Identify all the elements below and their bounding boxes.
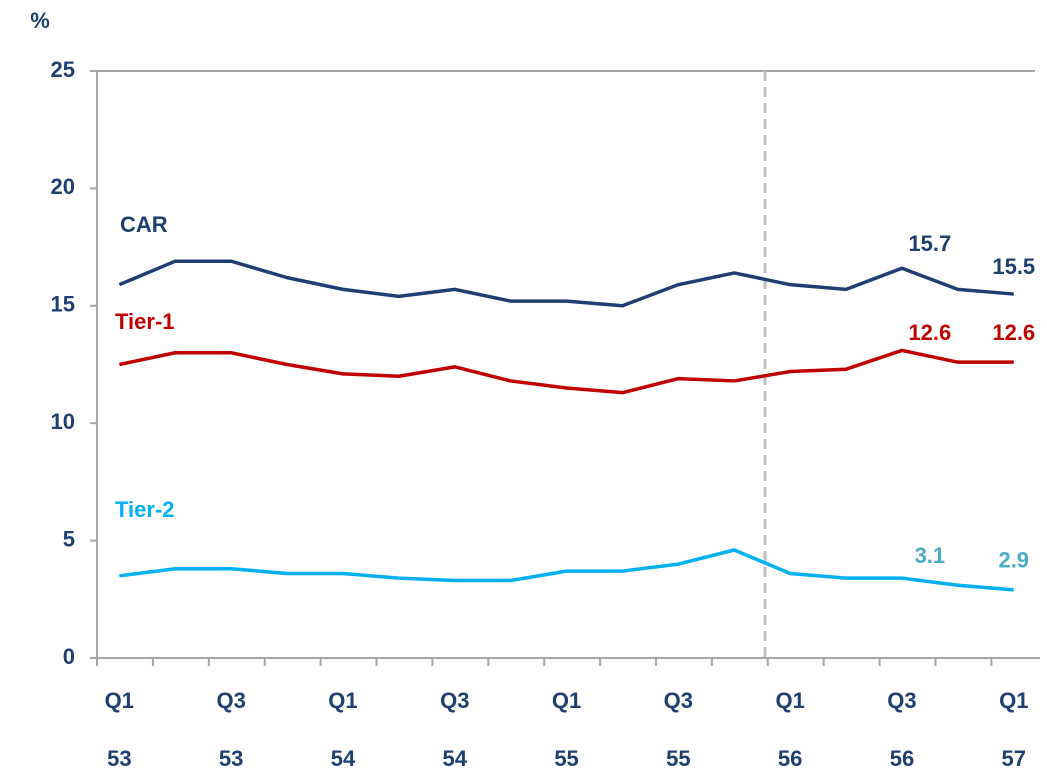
x-tick-year: 55 [666,746,690,771]
x-tick-label: Q1 [328,688,357,713]
y-tick-label: 25 [51,57,75,82]
value-label: 2.9 [998,548,1029,573]
x-tick-year: 57 [1002,746,1026,771]
x-tick-year: 53 [107,746,131,771]
y-tick-label: 15 [51,292,75,317]
series-line [118,259,1014,308]
x-tick-year: 54 [443,746,468,771]
x-tick-year: 55 [554,746,578,771]
y-tick-label: 5 [63,526,75,551]
y-tick-label: 0 [63,644,75,669]
x-tick-year: 56 [890,746,914,771]
value-label: 12.6 [992,320,1035,345]
series-name: Tier-1 [115,309,175,334]
x-tick-label: Q1 [105,688,134,713]
value-label: 15.7 [908,231,951,256]
y-tick-label: 20 [51,174,75,199]
x-tick-year: 54 [331,746,356,771]
x-tick-label: Q3 [440,688,469,713]
x-tick-label: Q3 [216,688,245,713]
x-tick-year: 56 [778,746,802,771]
value-label: 12.6 [908,320,951,345]
series-name: Tier-2 [115,497,175,522]
x-tick-label: Q3 [664,688,693,713]
x-tick-label: Q3 [887,688,916,713]
x-tick-year: 53 [219,746,243,771]
value-label: 15.5 [992,254,1035,279]
series-name: CAR [120,212,168,237]
x-tick-label: Q1 [999,688,1028,713]
y-tick-label: 10 [51,409,75,434]
x-tick-label: Q1 [775,688,804,713]
value-label: 3.1 [915,543,946,568]
y-axis-label: % [30,8,50,33]
x-tick-label: Q1 [552,688,581,713]
series-line [119,348,1014,395]
series-line [119,548,1014,592]
